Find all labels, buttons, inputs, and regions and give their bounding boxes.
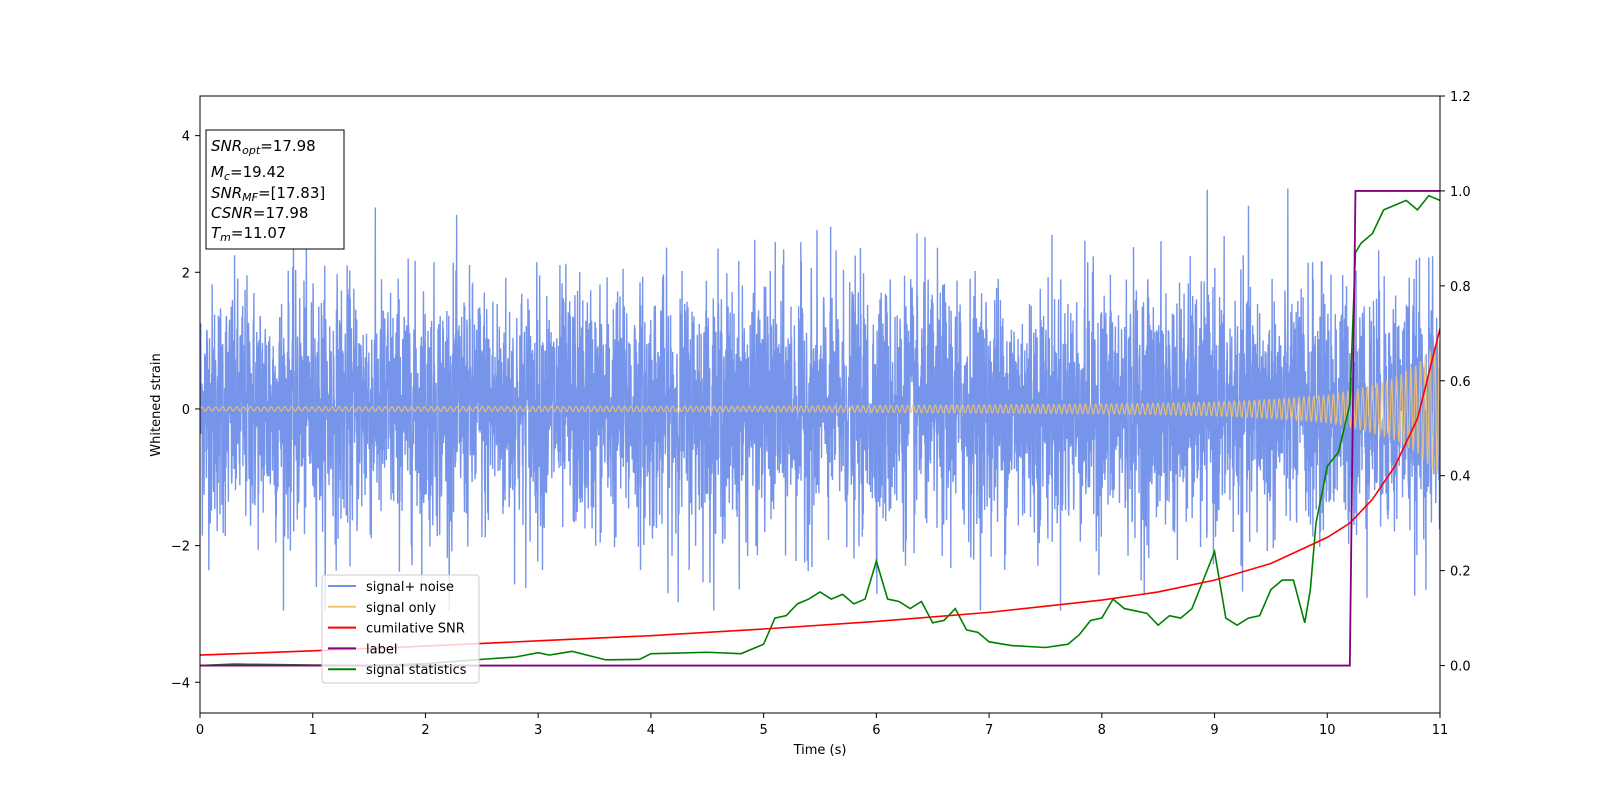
info-box-line: Mc=19.42 <box>211 163 286 183</box>
y-tick-label: −4 <box>171 676 190 691</box>
y-tick-label: 4 <box>182 130 190 145</box>
x-tick-label: 4 <box>647 723 655 738</box>
x-tick-label: 3 <box>534 723 542 738</box>
series-signal-noise <box>200 188 1440 611</box>
legend: signal+ noise signal only cumilative SNR la… <box>321 574 480 684</box>
y-tick-label: 2 <box>182 266 190 281</box>
info-box-frame <box>205 129 345 250</box>
series-signal-only <box>200 341 1440 475</box>
y2-tick-label: 0.2 <box>1450 565 1471 580</box>
info-box-line: SNRMF=[17.83] <box>211 184 325 204</box>
series-cumulative-snr <box>200 328 1440 656</box>
x-tick-label: 6 <box>872 723 880 738</box>
x-tick-label: 0 <box>196 723 204 738</box>
y-axis-right: 0.0 0.2 0.4 0.6 0.8 1.0 1.2 <box>1440 90 1471 675</box>
x-tick-label: 1 <box>309 723 317 738</box>
x-tick-label: 11 <box>1432 723 1449 738</box>
y2-tick-label: 1.0 <box>1450 185 1471 200</box>
plot-content <box>200 188 1440 667</box>
legend-label: signal+ noise <box>366 580 454 595</box>
x-tick-label: 9 <box>1210 723 1218 738</box>
x-tick-label: 10 <box>1319 723 1336 738</box>
x-axis-label: Time (s) <box>793 743 847 758</box>
legend-label: signal only <box>366 601 436 616</box>
info-box: SNRopt=17.98 Mc=19.42SNRMF=[17.83]CSNR=17… <box>205 129 345 250</box>
legend-label: cumilative SNR <box>366 622 465 637</box>
x-tick-label: 2 <box>421 723 429 738</box>
y-tick-label: 0 <box>182 403 190 418</box>
y-tick-label: −2 <box>171 540 190 555</box>
y2-tick-label: 0.4 <box>1450 470 1471 485</box>
info-box-line: Tm=11.07 <box>211 224 286 244</box>
y-axis-label: Whitened strain <box>149 353 164 456</box>
y-axis-left: −4 −2 0 2 4 <box>171 130 200 691</box>
info-box-line: CSNR=17.98 <box>211 204 308 222</box>
x-tick-label: 7 <box>985 723 993 738</box>
legend-label: signal statistics <box>366 663 467 678</box>
plot-frame <box>199 95 1441 714</box>
series-label <box>200 190 1440 667</box>
y2-tick-label: 1.2 <box>1450 90 1471 105</box>
legend-label: label <box>366 642 397 657</box>
x-axis: 0 1 2 3 4 5 6 7 8 9 10 11 <box>196 713 1448 738</box>
legend-frame <box>321 574 480 684</box>
x-tick-label: 5 <box>759 723 767 738</box>
y2-tick-label: 0.0 <box>1450 660 1471 675</box>
info-box-line: SNRopt=17.98 <box>211 137 316 157</box>
y2-tick-label: 0.6 <box>1450 375 1471 390</box>
series-signal-statistics <box>200 194 1440 667</box>
y2-tick-label: 0.8 <box>1450 280 1471 295</box>
x-tick-label: 8 <box>1098 723 1106 738</box>
